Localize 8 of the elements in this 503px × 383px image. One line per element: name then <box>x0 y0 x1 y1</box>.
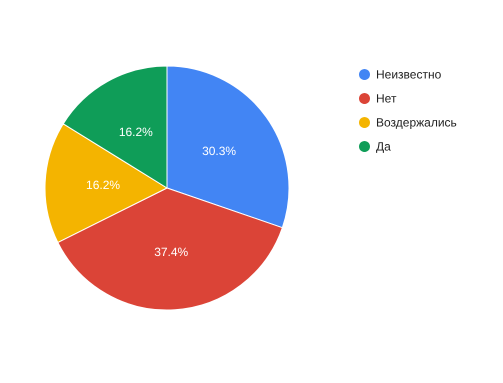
legend-label: Да <box>376 140 392 154</box>
data-label: 16.2% <box>118 125 154 140</box>
data-label: 37.4% <box>154 244 189 259</box>
legend-label: Воздержались <box>376 116 457 130</box>
legend-label: Неизвестно <box>376 68 442 82</box>
data-label: 30.3% <box>202 144 236 158</box>
legend-label: Нет <box>376 92 397 106</box>
data-label: 16.2% <box>86 178 120 192</box>
